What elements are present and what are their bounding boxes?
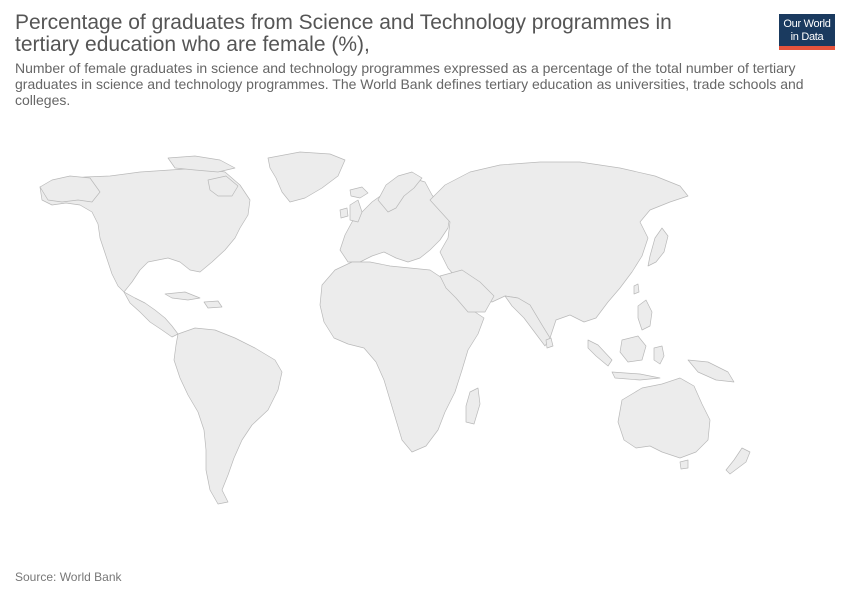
map-region-madagascar[interactable] [465, 387, 481, 425]
logo-accent-bar [779, 46, 835, 50]
map-region-south-america[interactable] [173, 327, 283, 505]
map-region-java[interactable] [611, 371, 661, 381]
chart-title-line-2: tertiary education who are female (%), [15, 33, 370, 56]
chart-header: Percentage of graduates from Science and… [15, 12, 755, 56]
map-region-baffin[interactable] [207, 175, 239, 197]
map-region-borneo[interactable] [619, 335, 647, 363]
map-region-arabia[interactable] [439, 269, 495, 313]
map-region-great-britain[interactable] [349, 199, 363, 223]
owid-logo[interactable]: Our World in Data [779, 14, 835, 50]
map-region-sumatra[interactable] [587, 339, 613, 367]
logo-line-2: in Data [790, 31, 824, 43]
map-region-cuba[interactable] [164, 291, 201, 301]
map-region-japan[interactable] [647, 227, 669, 267]
map-region-tasmania[interactable] [679, 459, 689, 470]
map-region-philippines[interactable] [637, 299, 653, 331]
map-region-new-zealand[interactable] [725, 447, 751, 475]
map-region-greenland[interactable] [267, 151, 346, 203]
map-region-ireland[interactable] [339, 207, 349, 219]
map-region-hispaniola[interactable] [203, 300, 223, 309]
map-region-canadian-arctic[interactable] [167, 155, 236, 173]
chart-subtitle: Number of female graduates in science an… [15, 60, 804, 108]
map-region-australia[interactable] [617, 377, 711, 459]
chart-title-line-1: Percentage of graduates from Science and… [15, 11, 672, 34]
map-region-new-guinea[interactable] [687, 359, 735, 383]
map-region-sri-lanka[interactable] [545, 337, 554, 349]
chart-title: Percentage of graduates from Science and… [15, 12, 755, 56]
map-region-scandinavia[interactable] [377, 171, 423, 213]
map-region-africa[interactable] [319, 261, 485, 453]
world-map [39, 151, 751, 505]
map-region-taiwan[interactable] [633, 283, 640, 295]
map-region-alaska[interactable] [39, 175, 101, 203]
map-region-sulawesi[interactable] [653, 345, 665, 365]
source-note: Source: World Bank [15, 570, 122, 584]
map-region-iceland[interactable] [349, 186, 369, 199]
map-region-central-america[interactable] [123, 291, 179, 338]
logo-line-1: Our World [783, 18, 831, 30]
